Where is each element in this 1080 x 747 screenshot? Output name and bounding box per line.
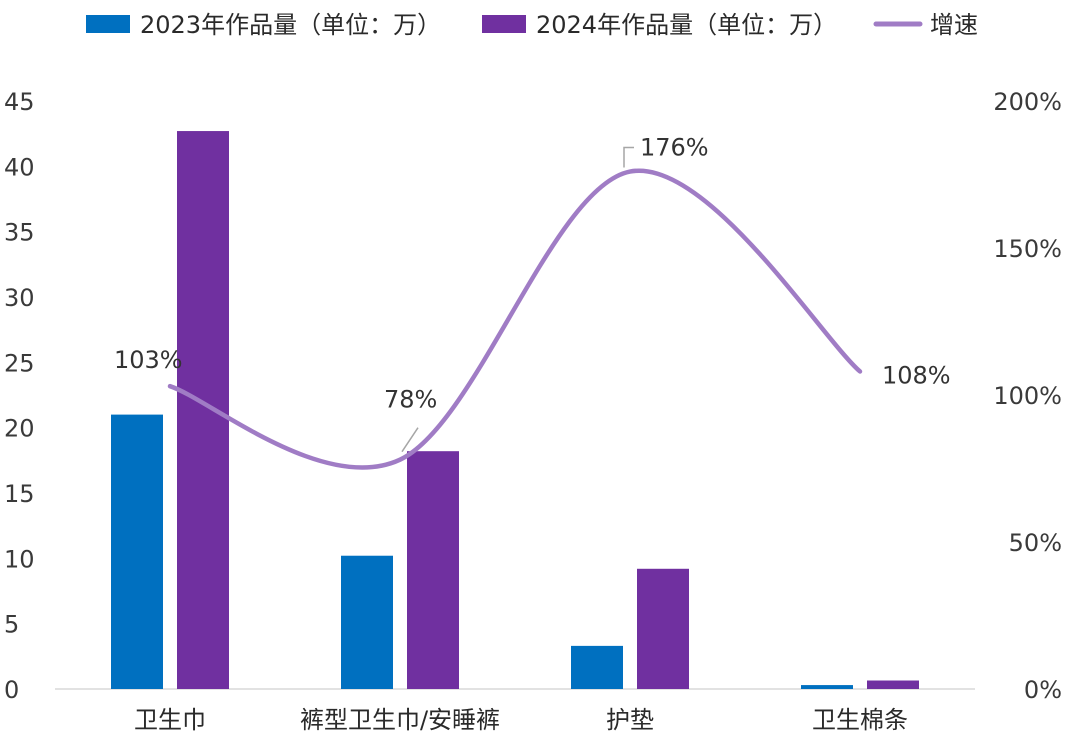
bar-2024 [177, 131, 229, 689]
category-labels: 卫生巾 裤型卫生巾/安睡裤 护垫 卫生棉条 [134, 706, 908, 734]
growth-data-label: 176% [640, 134, 709, 162]
left-tick-label: 15 [4, 480, 35, 508]
leader-line [401, 427, 419, 453]
left-tick-label: 5 [4, 611, 19, 639]
left-tick-label: 0 [4, 676, 19, 704]
right-axis: 0% 50% 100% 150% 200% [993, 88, 1062, 704]
left-tick-label: 20 [4, 415, 35, 443]
bar-2023 [341, 555, 393, 689]
growth-data-label: 108% [882, 361, 951, 389]
legend-label: 2024年作品量（单位：万） [536, 11, 837, 39]
growth-data-label: 103% [114, 346, 183, 374]
bar-2023 [111, 414, 163, 689]
left-tick-label: 40 [4, 153, 35, 181]
bar-2024 [407, 451, 459, 689]
legend-label: 增速 [930, 11, 978, 39]
category-label: 卫生巾 [134, 706, 206, 734]
growth-line-layer: 103% 78% 176% 108% [114, 134, 951, 470]
bars [111, 131, 919, 689]
left-tick-label: 25 [4, 349, 35, 377]
leader-line [623, 146, 634, 168]
right-tick-label: 0% [1024, 676, 1062, 704]
left-tick-label: 45 [4, 88, 35, 116]
legend-label: 2023年作品量（单位：万） [140, 11, 441, 39]
right-tick-label: 150% [993, 235, 1062, 263]
category-label: 卫生棉条 [812, 706, 908, 734]
growth-line [167, 168, 863, 470]
left-tick-label: 30 [4, 284, 35, 312]
left-axis: 0 5 10 15 20 25 30 35 40 45 [4, 88, 35, 704]
growth-data-label: 78% [384, 386, 437, 414]
legend-swatch [86, 15, 130, 33]
right-tick-label: 50% [1009, 529, 1062, 557]
bar-2024 [867, 680, 919, 689]
bar-2023 [801, 685, 853, 689]
bar-2024 [637, 568, 689, 689]
left-tick-label: 35 [4, 219, 35, 247]
category-label: 护垫 [606, 706, 654, 734]
category-label: 裤型卫生巾/安睡裤 [300, 706, 500, 734]
right-tick-label: 200% [993, 88, 1062, 116]
left-tick-label: 10 [4, 545, 35, 573]
bar-2023 [571, 645, 623, 689]
legend: 2023年作品量（单位：万） 2024年作品量（单位：万） 增速 [86, 11, 978, 39]
right-tick-label: 100% [993, 382, 1062, 410]
legend-swatch [482, 15, 526, 33]
